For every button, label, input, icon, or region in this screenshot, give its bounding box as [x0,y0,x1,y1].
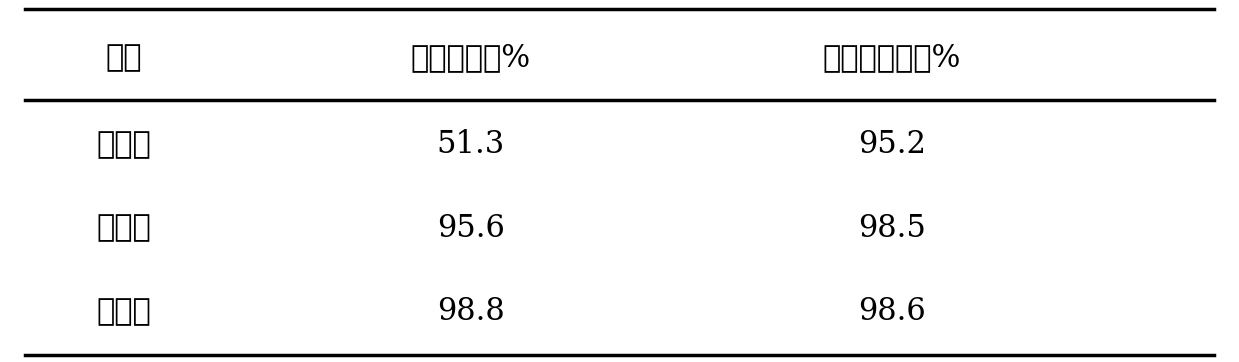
Text: 98.6: 98.6 [859,296,926,327]
Text: 氧化镁: 氧化镁 [97,129,151,160]
Text: 水杨酸选择性%: 水杨酸选择性% [823,42,961,73]
Text: 氧化铝: 氧化铝 [97,212,151,244]
Text: 51.3: 51.3 [436,129,506,160]
Text: 95.6: 95.6 [437,212,504,244]
Text: 98.8: 98.8 [437,296,504,327]
Text: 载体: 载体 [105,42,142,73]
Text: 95.2: 95.2 [859,129,926,160]
Text: 苯酚转化率%: 苯酚转化率% [411,42,530,73]
Text: 氧化硅: 氧化硅 [97,296,151,327]
Text: 98.5: 98.5 [859,212,926,244]
